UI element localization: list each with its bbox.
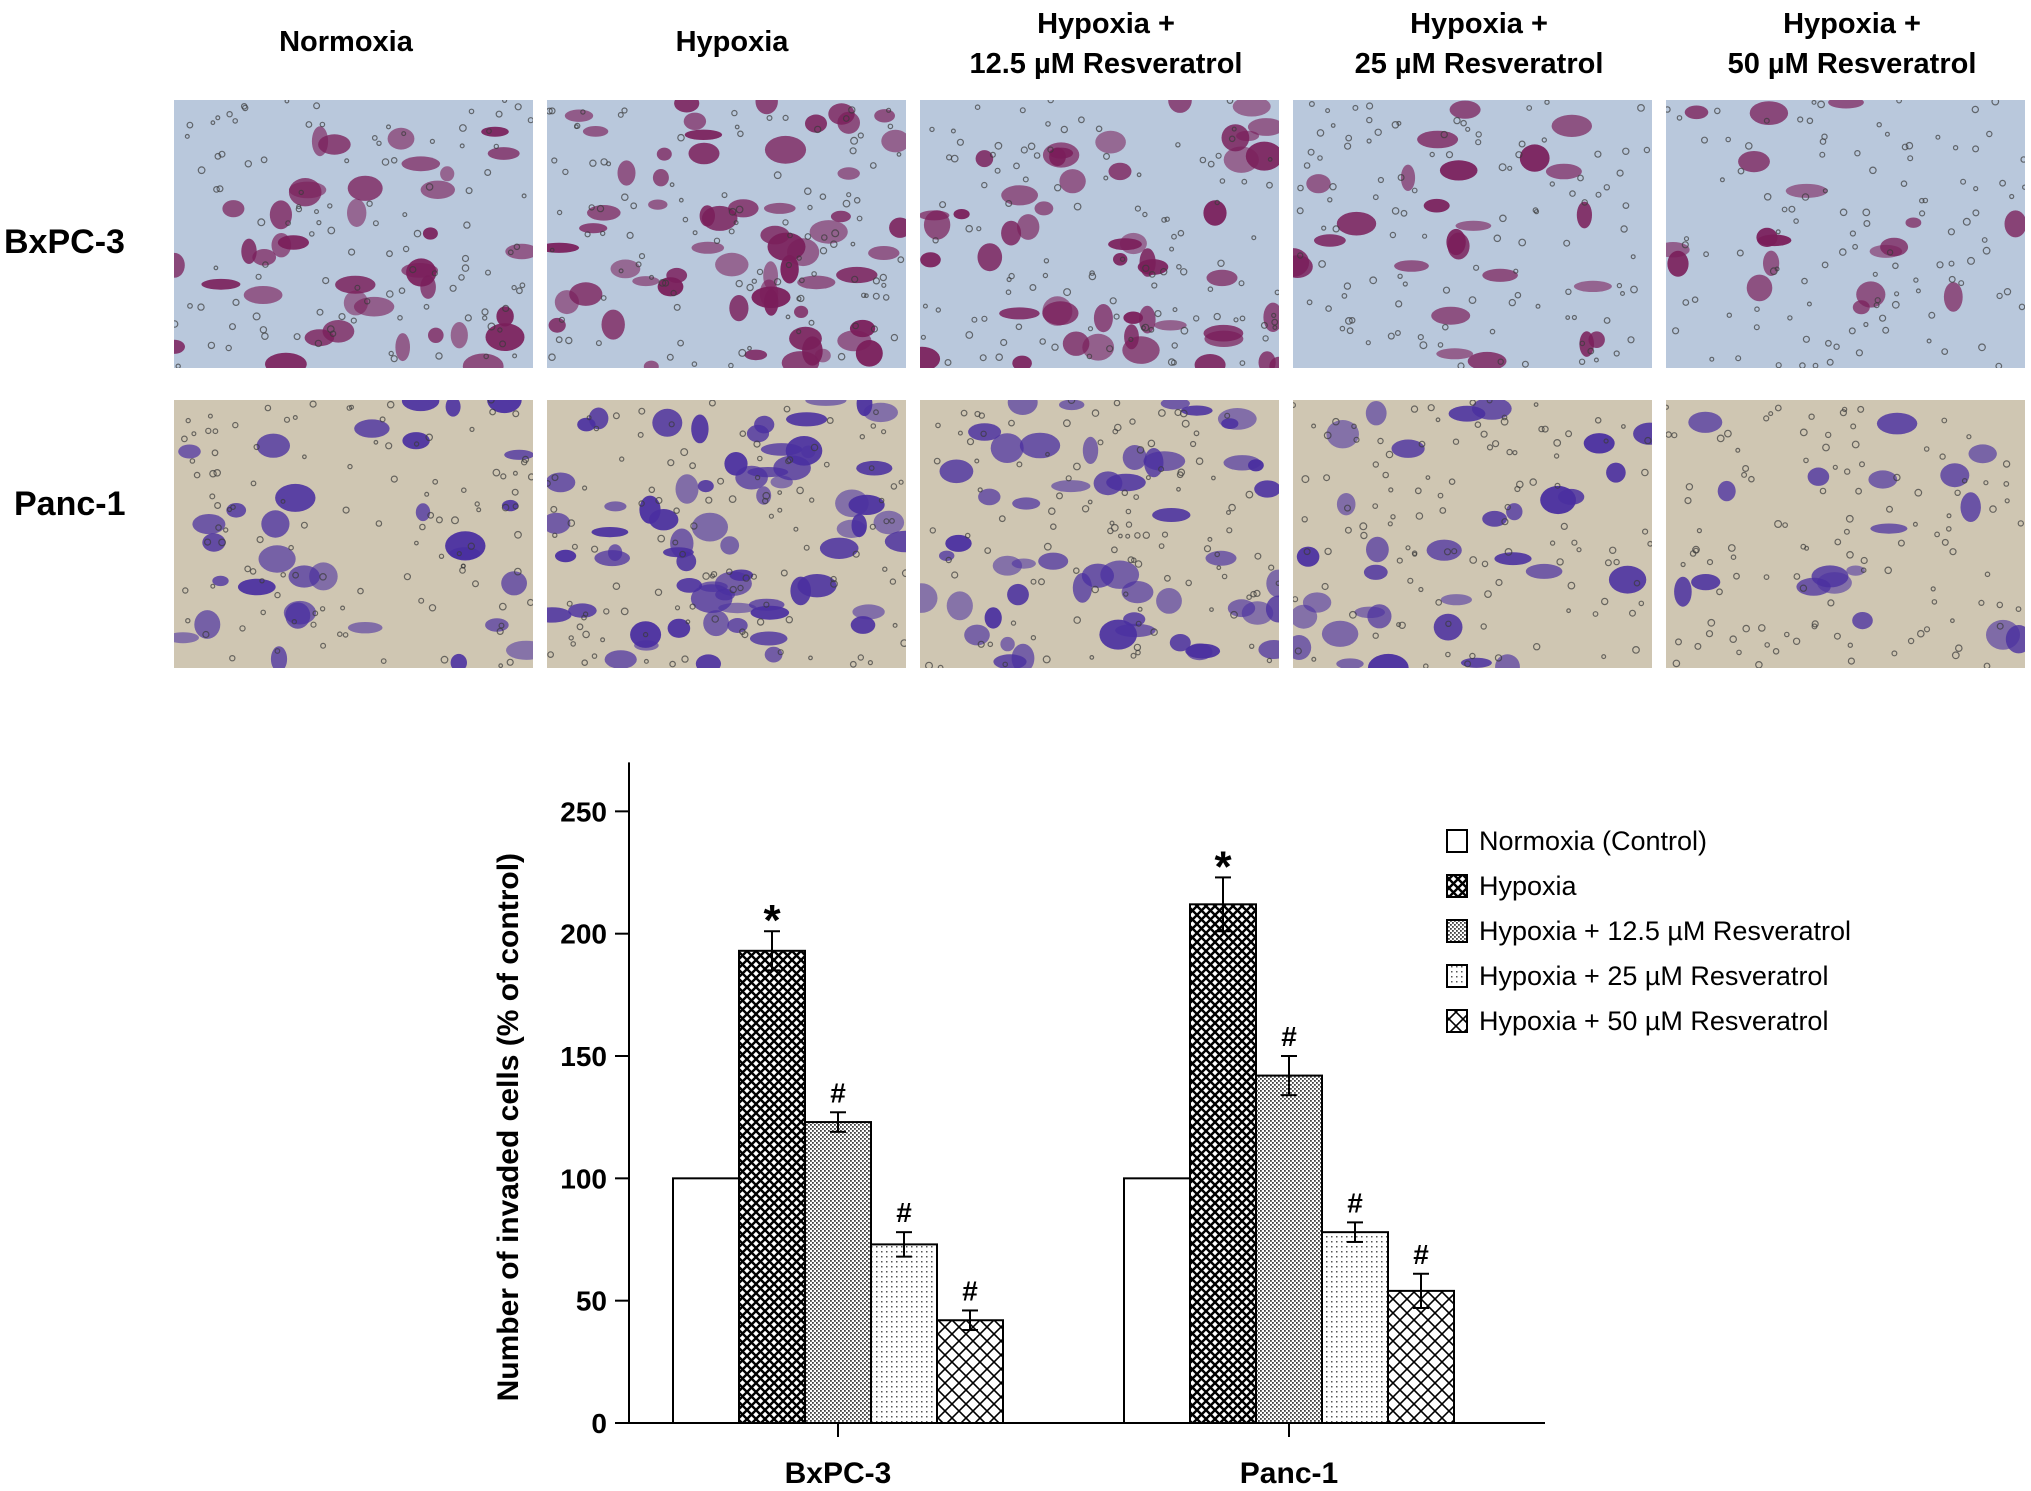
bar-chart: 0 50 100 150 200 250 Number of invaded cells (… [492, 762, 1851, 1490]
y-tick-label: 50 [576, 1286, 607, 1317]
x-tick-label: Panc-1 [1240, 1457, 1338, 1490]
legend-swatch [1446, 964, 1468, 988]
row-label-panc1: Panc-1 [14, 485, 126, 523]
bar [672, 1177, 740, 1424]
legend-label: Hypoxia + 12.5 µM Resveratrol [1479, 916, 1851, 946]
y-tick-label: 0 [591, 1408, 607, 1439]
column-header-hypoxia: Hypoxia [552, 22, 912, 62]
column-header-line: Hypoxia + [1037, 8, 1175, 40]
legend-label: Hypoxia [1479, 871, 1578, 901]
column-header-normoxia: Normoxia [166, 22, 526, 62]
y-axis-label: Number of invaded cells (% of control) [492, 853, 525, 1401]
column-header-line: 25 µM Resveratrol [1354, 48, 1604, 80]
micrograph-bxpc3-hypoxia-12-5 [920, 100, 1279, 368]
row-label-bxpc3: BxPC-3 [4, 223, 125, 261]
x-tick-label: BxPC-3 [785, 1457, 892, 1490]
column-header-line: 50 µM Resveratrol [1727, 48, 1977, 80]
column-header-line: Hypoxia [675, 26, 789, 58]
micrograph-panc1-hypoxia-50 [1666, 400, 2025, 668]
micrograph-bxpc3-hypoxia-25 [1293, 100, 1652, 368]
significance-mark: # [896, 1197, 912, 1228]
legend-label: Normoxia (Control) [1479, 826, 1707, 856]
micrograph-panc1-hypoxia-25 [1293, 400, 1652, 668]
bar [804, 1121, 872, 1424]
significance-mark: # [1281, 1021, 1297, 1052]
column-header-hypoxia-50: Hypoxia + 50 µM Resveratrol [1672, 4, 2031, 84]
micrograph-bxpc3-hypoxia [547, 100, 906, 368]
column-header-line: Hypoxia + [1783, 8, 1921, 40]
bar [936, 1319, 1004, 1424]
significance-mark: # [1347, 1187, 1363, 1218]
y-tick-label: 200 [560, 919, 607, 950]
micrograph-panc1-hypoxia-12-5 [920, 400, 1279, 668]
bar [1255, 1074, 1323, 1424]
bar [1189, 903, 1257, 1424]
significance-mark: # [1413, 1239, 1429, 1270]
legend-swatch [1446, 1009, 1468, 1033]
column-header-hypoxia-12-5: Hypoxia + 12.5 µM Resveratrol [926, 4, 1286, 84]
legend-label: Hypoxia + 25 µM Resveratrol [1479, 961, 1828, 991]
micrograph-panc1-normoxia [174, 400, 533, 668]
y-tick-label: 250 [560, 796, 607, 827]
bar [1321, 1231, 1389, 1425]
column-header-line: Hypoxia + [1410, 8, 1548, 40]
legend-swatch [1446, 829, 1468, 853]
column-header-hypoxia-25: Hypoxia + 25 µM Resveratrol [1299, 4, 1659, 84]
legend-swatch [1446, 919, 1468, 943]
significance-mark: * [763, 896, 781, 945]
bar [870, 1243, 938, 1424]
significance-mark: * [1214, 842, 1232, 891]
micrograph-panc1-hypoxia [547, 400, 906, 668]
bar [1123, 1177, 1191, 1424]
significance-mark: # [830, 1077, 846, 1108]
chart-plot-area: 0 50 100 150 200 250 Number of invaded cells (… [492, 762, 1851, 1490]
legend-swatch [1446, 874, 1468, 898]
legend-label: Hypoxia + 50 µM Resveratrol [1479, 1006, 1828, 1036]
column-header-line: 12.5 µM Resveratrol [969, 48, 1243, 80]
bar [738, 949, 806, 1424]
micrograph-bxpc3-normoxia [174, 100, 533, 368]
y-tick-label: 100 [560, 1163, 607, 1194]
significance-mark: # [962, 1275, 978, 1306]
micrograph-bxpc3-hypoxia-50 [1666, 100, 2025, 368]
y-tick-label: 150 [560, 1041, 607, 1072]
column-header-line: Normoxia [279, 26, 413, 58]
bar [1387, 1289, 1455, 1424]
